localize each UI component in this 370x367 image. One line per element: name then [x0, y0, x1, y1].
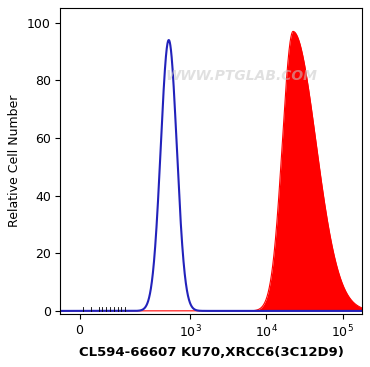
Y-axis label: Relative Cell Number: Relative Cell Number	[9, 95, 21, 227]
X-axis label: CL594-66607 KU70,XRCC6(3C12D9): CL594-66607 KU70,XRCC6(3C12D9)	[79, 346, 343, 359]
Text: WWW.PTGLAB.COM: WWW.PTGLAB.COM	[165, 69, 317, 83]
